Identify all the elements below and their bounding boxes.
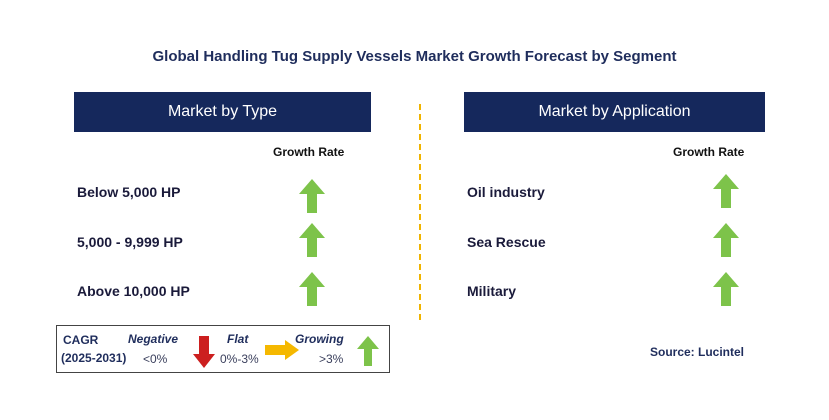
application-panel-header: Market by Application — [464, 92, 765, 132]
type-segment-label: 5,000 - 9,999 HP — [77, 234, 183, 250]
legend-growing-value: >3% — [319, 352, 344, 366]
application-segment-label: Sea Rescue — [467, 234, 546, 250]
source-label: Source: Lucintel — [650, 345, 745, 359]
legend-period: (2025-2031) — [61, 351, 127, 365]
legend-negative-label: Negative — [128, 332, 179, 346]
right-arrow-icon — [265, 340, 299, 360]
up-arrow-icon — [299, 223, 325, 257]
cagr-legend: CAGR (2025-2031) Negative <0% Flat 0%-3%… — [56, 325, 390, 373]
type-segment-label: Below 5,000 HP — [77, 184, 181, 200]
type-segment-label: Above 10,000 HP — [77, 283, 190, 299]
up-arrow-icon — [299, 179, 325, 213]
chart-title: Global Handling Tug Supply Vessels Marke… — [152, 48, 677, 65]
up-arrow-icon — [299, 272, 325, 306]
up-arrow-icon — [713, 272, 739, 306]
legend-cagr-label: CAGR — [63, 333, 99, 347]
panel-divider — [419, 104, 421, 320]
application-segment-label: Oil industry — [467, 184, 545, 200]
type-growth-rate-label: Growth Rate — [273, 145, 345, 159]
application-growth-rate-label: Growth Rate — [673, 145, 745, 159]
legend-negative-value: <0% — [143, 352, 168, 366]
type-panel-header: Market by Type — [74, 92, 371, 132]
down-arrow-icon — [193, 336, 215, 368]
up-arrow-icon — [713, 223, 739, 257]
up-arrow-icon — [357, 336, 379, 366]
legend-flat-label: Flat — [227, 332, 249, 346]
application-segment-label: Military — [467, 283, 517, 299]
legend-flat-value: 0%-3% — [220, 352, 259, 366]
legend-growing-label: Growing — [295, 332, 344, 346]
up-arrow-icon — [713, 174, 739, 208]
